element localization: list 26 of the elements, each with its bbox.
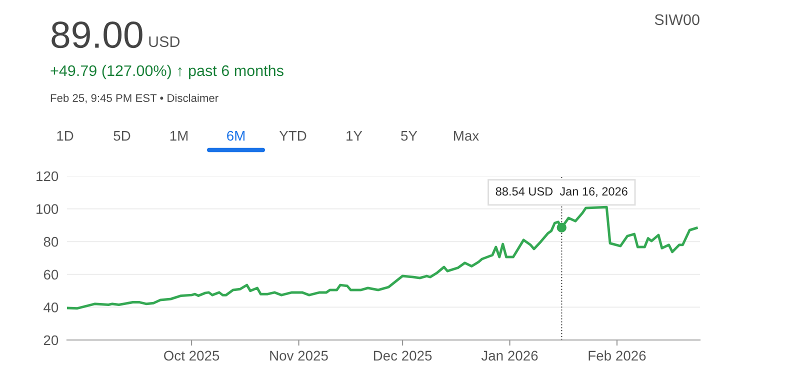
text: 5Y [401,131,418,141]
text: 6M [227,130,245,141]
y-tick-label: 60 [44,270,58,280]
text: 1Y [346,131,362,141]
x-tick-label: Feb 2026 [588,350,646,361]
text: YTD [279,131,306,141]
text: 5D [114,131,130,141]
text: 1D [57,131,74,141]
text: 1M [170,131,188,141]
x-tick-label: Dec 2025 [374,350,432,361]
x-tick-label: Nov 2025 [270,350,328,361]
line-series [67,206,698,310]
text: Feb 25, 9:45 PM EST • Disclaimer [50,94,218,104]
x-tick-label: Jan 2026 [481,350,538,361]
text: SIW00 [654,14,700,26]
chart-title: 89.00 [52,22,142,48]
y-tick-label: 100 [36,204,58,214]
y-tick-label: 20 [44,335,58,346]
text: USD [149,36,180,48]
annotation: 88.54 USD Jan 16, 2026 [496,187,628,197]
x-tick-label: Oct 2025 [164,350,220,361]
text: Max [454,131,479,141]
y-tick-label: 80 [44,236,58,247]
y-tick-label: 120 [36,171,58,182]
chart-subtitle: +49.79 (127.00%) ↑ past 6 months [50,64,284,80]
y-tick-label: 40 [44,302,58,312]
